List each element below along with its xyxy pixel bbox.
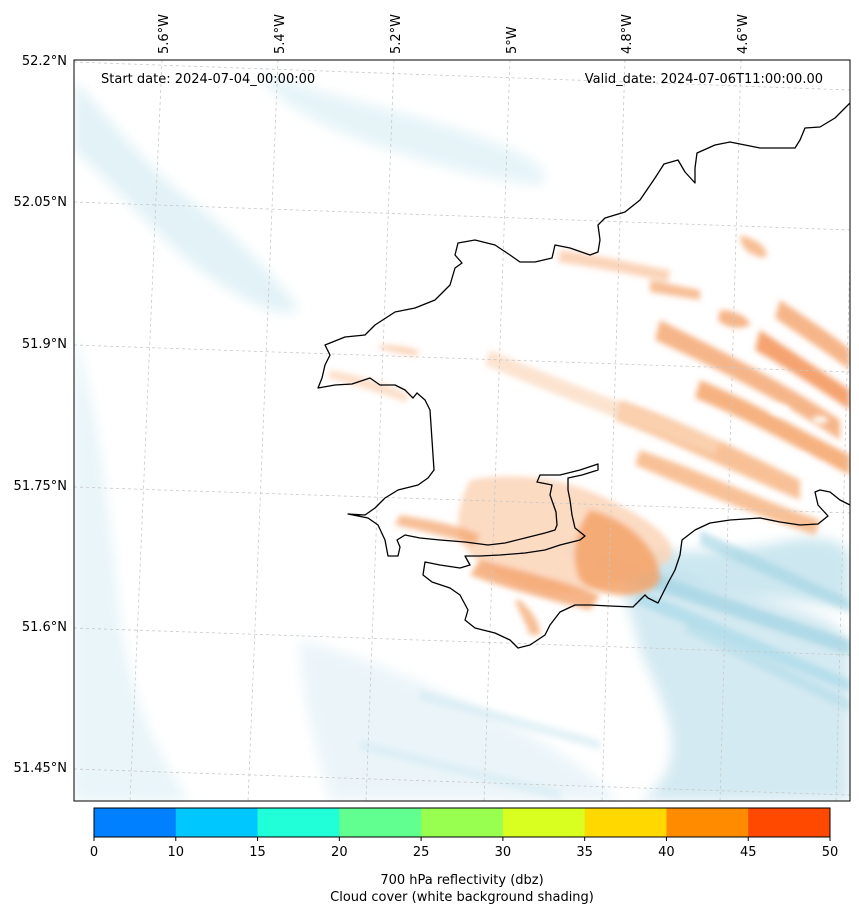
colorbar-tick-label: 10 [168,845,185,860]
colorbar-segment-7 [666,808,749,837]
colorbar: 0 10 15 20 25 30 35 40 45 50 700 hPa reflectivity… [90,807,838,905]
colorbar-segment-5 [502,808,586,837]
lon-label-5-6w: 5.6°W [157,14,172,54]
reflectivity-field [328,235,850,635]
lat-label-51-45n: 51.45°N [14,761,67,776]
map-frame [73,59,851,802]
colorbar-segment-0 [94,808,177,837]
lon-label-5-2w: 5.2°W [389,14,404,54]
lon-label-4-6w: 4.6°W [736,14,751,54]
colorbar-segment-6 [584,808,667,837]
colorbar-tick-label: 20 [331,845,348,860]
reflectivity-holes [770,405,828,476]
colorbar-tick-label: 40 [658,845,675,860]
colorbar-segment-2 [257,808,340,837]
colorbar-ticks: 0 10 15 20 25 30 35 40 45 50 [90,837,838,860]
colorbar-segment-1 [175,808,259,837]
cloud-cover-bands [360,530,850,800]
lat-label-51-75n: 51.75°N [14,479,67,494]
lat-label-51-9n: 51.9°N [22,337,67,352]
coastline [317,102,850,649]
colorbar-segment-4 [421,808,504,837]
valid-date-label: Valid_date: 2024-07-06T11:00:00.00 [585,72,823,87]
colorbar-tick-label: 15 [249,845,266,860]
colorbar-title: 700 hPa reflectivity (dbz) [380,873,543,888]
map-content [74,60,850,801]
lon-label-4-8w: 4.8°W [620,14,635,54]
lat-label-52-2n: 52.2°N [22,54,67,69]
graticule [74,60,850,801]
colorbar-segments [94,808,831,837]
start-date-label: Start date: 2024-07-04_00:00:00 [101,72,315,87]
colorbar-segment-8 [748,808,831,837]
colorbar-tick-label: 50 [822,845,839,860]
colorbar-frame [93,807,831,838]
lat-label-52-05n: 52.05°N [14,195,67,210]
lat-label-51-6n: 51.6°N [22,620,67,635]
colorbar-tick-label: 30 [495,845,512,860]
colorbar-subtitle: Cloud cover (white background shading) [330,890,594,905]
lon-label-5-4w: 5.4°W [273,14,288,54]
colorbar-tick-label: 45 [740,845,757,860]
colorbar-tick-label: 0 [90,845,98,860]
colorbar-segment-3 [339,808,422,837]
colorbar-tick-label: 35 [576,845,593,860]
colorbar-tick-label: 25 [413,845,430,860]
lon-label-5w: 5°W [505,26,520,54]
